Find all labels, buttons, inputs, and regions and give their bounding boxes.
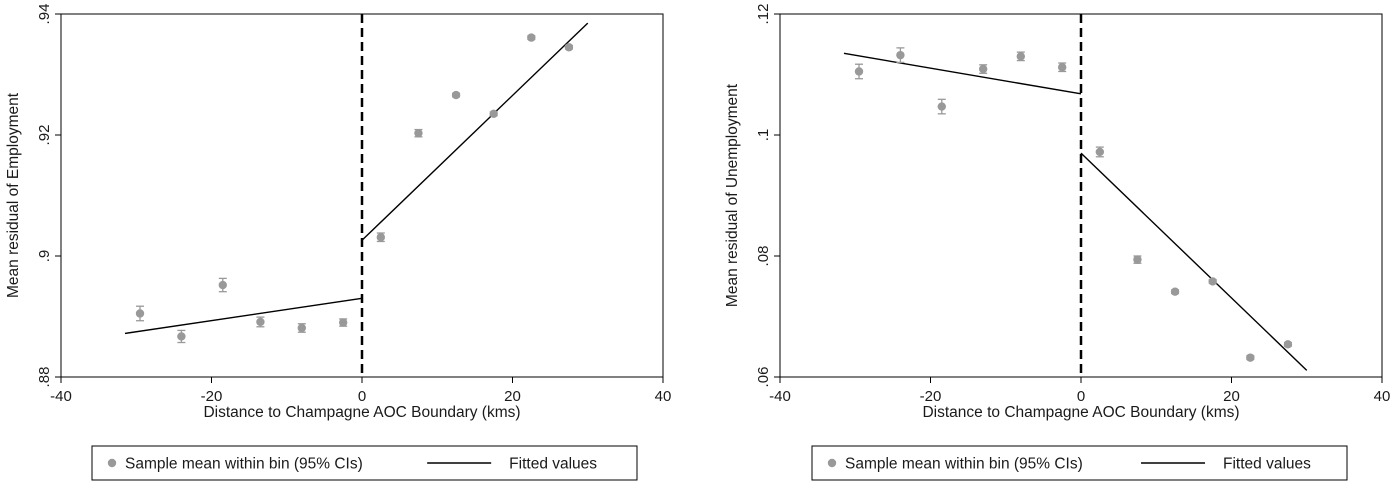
chart2-fitted-line-1 [843,52,1082,95]
chart1-legend-label-points: Sample mean within bin (95% CIs) [125,456,363,473]
chart2-point-9 [1170,287,1180,296]
chart1-legend-box [91,445,638,481]
chart2-legend-point-marker [827,458,837,468]
chart1-point-marker [414,128,423,138]
chart2-fitted-line-2 [1080,152,1308,371]
chart2-y-axis-title: Mean residual of Unemployment [724,83,741,307]
chart1-point-4 [256,316,265,328]
chart2-point-7 [1095,146,1105,158]
chart1-y-axis-title: Mean residual of Employment [5,92,22,298]
chart1-point-marker [451,90,461,100]
chart1-point-7 [376,232,386,243]
chart1-point-9 [451,90,461,100]
chart1-point-marker [218,280,227,290]
chart1-point-12 [564,43,574,52]
chart2-point-marker [1208,277,1217,286]
chart1-point-2 [177,329,186,344]
chart2-point-marker [937,102,946,111]
chart2-point-marker [1095,147,1105,157]
chart2-point-marker [1057,63,1067,72]
chart2-point-marker [896,50,905,60]
chart2-point-10 [1208,277,1217,286]
chart1-point-11 [527,33,536,42]
chart1-point-marker [135,309,145,318]
chart1-x-tick-label: -40 [50,388,72,405]
chart1-point-1 [135,305,145,322]
chart2-point-marker [1246,353,1255,362]
chart1-point-marker [564,43,574,52]
chart2-x-tick-label: -20 [920,388,942,405]
chart1-point-marker [489,109,498,119]
chart1-x-axis-title: Distance to Champagne AOC Boundary (kms) [203,404,520,421]
chart2-point-6 [1057,62,1067,73]
chart2-x-tick-label: 0 [1077,388,1085,405]
chart1-legend-point-marker [107,458,117,468]
chart1-fitted-line-1 [124,297,363,335]
chart2-panel: -40 -20 0 20 40 .06 .08 .1 .12 Distance to Champa… [724,4,1391,481]
chart1-y-tick-label: .94 [36,4,53,25]
chart1-x-tick-label: 20 [504,388,521,405]
chart2-point-11 [1246,353,1255,362]
chart2-point-marker [854,67,864,76]
chart2-point-5 [1016,51,1025,62]
chart1-point-marker [338,318,348,327]
chart2-legend-box [811,445,1348,481]
chart1-point-marker [527,33,536,42]
chart1-fitted-line-2 [361,22,589,241]
chart2-point-marker [1283,340,1293,349]
chart1-legend: Sample mean within bin (95% CIs) Fitted v… [91,445,638,481]
chart1-y-tick-label: .92 [36,125,53,146]
chart1-y-tick-label: .9 [36,250,53,263]
chart2-point-2 [896,47,905,64]
chart2-y-tick-label: .1 [755,129,772,142]
chart1-point-6 [338,318,348,327]
chart2-point-marker [978,64,988,74]
chart1-point-marker [177,332,186,341]
chart2-legend-label-points: Sample mean within bin (95% CIs) [845,456,1083,473]
chart2-legend-label-fitted: Fitted values [1223,456,1311,473]
chart2-point-marker [1170,287,1180,296]
chart1-panel: -40 -20 0 20 40 .88 .9 .92 .94 Distance to Champa… [5,4,672,481]
chart1-point-8 [414,128,423,138]
chart1-point-marker [376,233,386,242]
chart2-point-3 [937,98,946,115]
chart2-x-tick-label: -40 [769,388,791,405]
chart1-point-3 [218,277,227,293]
chart2-point-marker [1133,255,1142,264]
chart2-legend: Sample mean within bin (95% CIs) Fitted v… [811,445,1348,481]
chart2-point-4 [978,64,988,74]
chart2-point-12 [1283,340,1293,349]
chart1-x-tick-label: -20 [201,388,223,405]
chart2-x-tick-label: 40 [1374,388,1391,405]
chart1-point-5 [297,323,306,333]
chart2-y-tick-label: .06 [755,367,772,388]
chart1-point-marker [297,323,306,333]
chart2-point-1 [854,63,864,80]
chart1-x-tick-label: 0 [358,388,366,405]
chart1-point-marker [256,317,265,327]
chart2-x-tick-label: 20 [1223,388,1240,405]
chart1-point-10 [489,109,498,119]
chart2-x-axis-title: Distance to Champagne AOC Boundary (kms) [922,404,1239,421]
chart1-x-tick-label: 40 [655,388,672,405]
chart2-y-tick-label: .12 [755,4,772,25]
chart2-point-marker [1016,52,1025,61]
chart1-y-tick-label: .88 [36,367,53,388]
chart2-point-8 [1133,255,1142,264]
chart1-legend-label-fitted: Fitted values [509,456,597,473]
chart2-y-tick-label: .08 [755,246,772,267]
